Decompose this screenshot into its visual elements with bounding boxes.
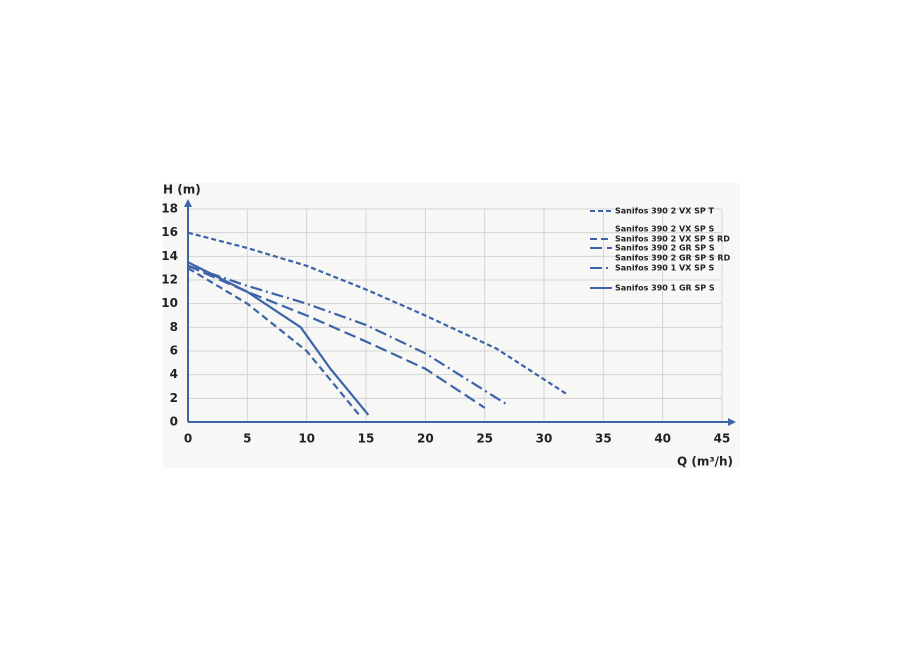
y-tick-label: 0: [170, 415, 178, 429]
legend-label: Sanifos 390 2 VX SP T: [615, 207, 715, 216]
legend-label: Sanifos 390 2 VX SP S RD: [615, 235, 730, 244]
x-tick-label: 10: [298, 432, 315, 446]
x-tick-label: 0: [184, 432, 192, 446]
y-tick-label: 6: [170, 344, 178, 358]
legend-label: Sanifos 390 2 GR SP S: [615, 244, 715, 253]
y-tick-label: 10: [161, 296, 178, 310]
x-tick-label: 20: [417, 432, 434, 446]
y-axis-label: H (m): [163, 183, 201, 197]
axis-arrow: [184, 199, 192, 207]
y-tick-label: 18: [161, 202, 178, 216]
legend-label: Sanifos 390 2 GR SP S RD: [615, 254, 731, 263]
chart-background: [163, 183, 740, 468]
y-tick-label: 12: [161, 273, 178, 287]
line: [187, 267, 361, 417]
y-tick-label: 16: [161, 225, 178, 239]
x-tick-label: 30: [536, 432, 553, 446]
x-tick-label: 25: [476, 432, 493, 446]
legend-label: Sanifos 390 1 GR SP S: [615, 284, 715, 293]
x-tick-label: 45: [714, 432, 731, 446]
y-tick-label: 8: [170, 320, 178, 334]
line: [187, 264, 509, 407]
y-tick-label: 14: [161, 249, 178, 263]
axis-arrow: [728, 418, 736, 426]
x-tick-label: 35: [595, 432, 612, 446]
y-tick-label: 4: [170, 367, 178, 381]
line: [187, 231, 569, 396]
legend-label: Sanifos 390 2 VX SP S: [615, 225, 715, 234]
y-tick-label: 2: [170, 391, 178, 405]
line: [187, 261, 370, 416]
legend-label: Sanifos 390 1 VX SP S: [615, 264, 715, 273]
x-axis-label: Q (m³/h): [677, 455, 733, 469]
x-tick-label: 15: [358, 432, 375, 446]
x-tick-label: 40: [654, 432, 671, 446]
x-tick-label: 5: [243, 432, 251, 446]
